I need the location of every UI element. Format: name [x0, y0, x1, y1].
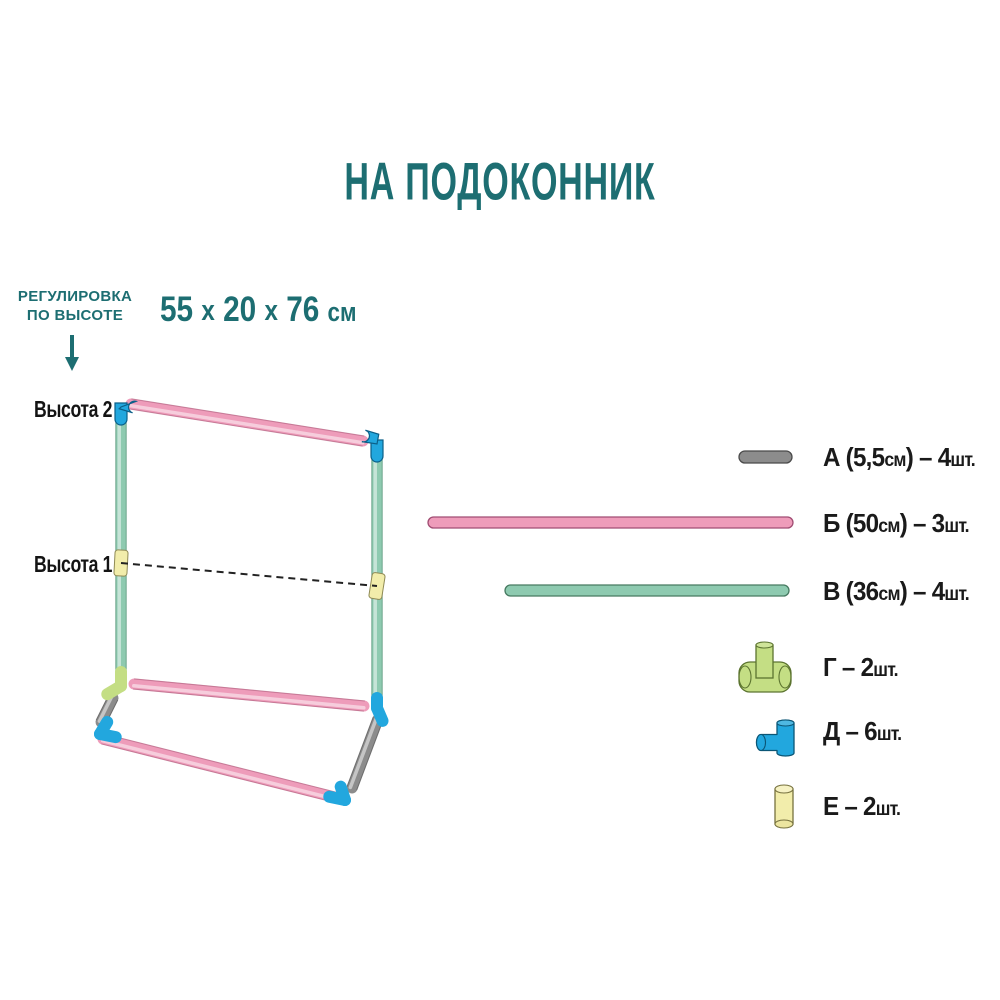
svg-text:А (5,5см) – 4шт.: А (5,5см) – 4шт. — [823, 443, 975, 472]
svg-text:В (36см) – 4шт.: В (36см) – 4шт. — [823, 577, 969, 606]
svg-text:Высота 1: Высота 1 — [34, 551, 113, 577]
svg-text:Г – 2шт.: Г – 2шт. — [823, 653, 898, 682]
svg-text:Высота 2: Высота 2 — [34, 396, 112, 422]
svg-text:Е – 2шт.: Е – 2шт. — [823, 792, 900, 821]
svg-text:Б (50см) – 3шт.: Б (50см) – 3шт. — [823, 509, 969, 538]
svg-text:Д – 6шт.: Д – 6шт. — [823, 717, 901, 746]
